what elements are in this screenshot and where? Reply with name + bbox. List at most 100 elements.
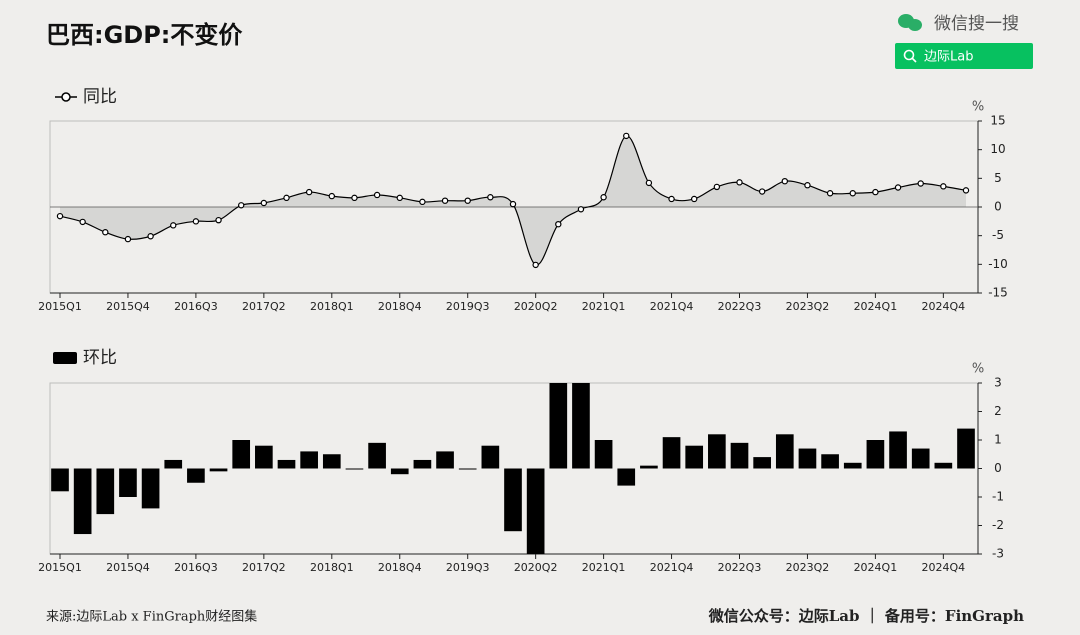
search-button[interactable]	[895, 43, 1033, 69]
bar	[821, 454, 839, 469]
bar	[458, 468, 477, 470]
point	[124, 235, 132, 243]
search-icon	[903, 49, 915, 61]
point	[79, 218, 86, 226]
source: 来源:边际Lab x FinGraph财经图集	[46, 609, 257, 625]
x-tick-label: 2020Q2	[514, 300, 558, 313]
x-tick-label: 2022Q3	[718, 561, 762, 574]
y-tick-label: -5	[992, 228, 1004, 242]
y-tick-label: -15	[988, 286, 1008, 300]
page-title: 巴西:GDP:不变价	[46, 21, 243, 49]
y-tick-label: -3	[992, 547, 1004, 561]
point	[328, 192, 335, 200]
point	[351, 194, 358, 202]
bar	[141, 468, 160, 509]
bar	[572, 383, 590, 469]
point	[147, 233, 154, 240]
bar	[685, 445, 704, 469]
point	[305, 188, 313, 196]
x-tick-label: 2021Q1	[582, 300, 626, 313]
point	[758, 188, 766, 195]
x-tick-label: 2017Q2	[242, 300, 286, 313]
x-tick-label: 2022Q3	[718, 300, 762, 313]
bar	[934, 462, 953, 469]
y-unit: %	[972, 362, 984, 377]
legend-marker	[61, 92, 71, 102]
bar	[300, 451, 318, 469]
bar	[390, 468, 409, 475]
bar	[617, 468, 636, 486]
bar	[504, 468, 522, 532]
bar	[730, 442, 749, 469]
bar	[708, 434, 726, 469]
x-tick-label: 2023Q2	[786, 561, 830, 574]
point	[237, 202, 245, 209]
y-tick-label: 0	[994, 200, 1002, 214]
x-tick-label: 2024Q4	[922, 561, 966, 574]
bar	[187, 468, 205, 483]
point	[260, 199, 268, 207]
bar	[549, 383, 568, 469]
point	[804, 182, 811, 189]
point	[170, 222, 177, 229]
x-tick-label: 2018Q4	[378, 561, 422, 574]
point	[962, 187, 970, 194]
legend-label: 环比	[83, 348, 117, 368]
x-tick-label: 2018Q1	[310, 561, 354, 574]
point	[555, 220, 562, 228]
y-tick-label: 0	[994, 461, 1002, 475]
bar	[119, 468, 137, 497]
x-tick-label: 2015Q1	[38, 561, 82, 574]
point	[691, 195, 698, 203]
point	[419, 198, 426, 206]
x-tick-label: 2024Q1	[854, 561, 898, 574]
x-tick-label: 2015Q4	[106, 300, 150, 313]
bar	[866, 440, 885, 469]
point	[102, 229, 109, 236]
y-tick-label: 3	[994, 376, 1002, 390]
search-label: 微信搜一搜	[934, 14, 1019, 34]
point	[283, 194, 290, 202]
bar	[753, 457, 771, 469]
legend-swatch	[53, 352, 77, 364]
bar	[594, 440, 613, 469]
y-tick-label: -1	[992, 490, 1004, 504]
point	[215, 216, 222, 224]
search-icon	[911, 57, 917, 63]
point	[713, 183, 721, 191]
bar	[164, 459, 183, 469]
point	[668, 195, 675, 203]
y-tick-label: -2	[992, 518, 1004, 532]
x-tick-label: 2015Q4	[106, 561, 150, 574]
point	[396, 194, 403, 202]
bar	[209, 468, 228, 472]
bar	[73, 468, 92, 535]
point	[872, 188, 879, 196]
bar	[957, 428, 975, 469]
bar	[889, 431, 907, 469]
bar	[662, 437, 681, 469]
point	[645, 179, 653, 187]
point	[849, 190, 856, 197]
x-tick-label: 2024Q1	[854, 300, 898, 313]
bar	[843, 462, 862, 469]
point	[894, 184, 902, 191]
bar	[345, 468, 364, 470]
area	[60, 135, 966, 266]
x-tick-label: 2016Q3	[174, 300, 218, 313]
x-tick-label: 2021Q1	[582, 561, 626, 574]
x-tick-label: 2016Q3	[174, 561, 218, 574]
x-tick-label: 2023Q2	[786, 300, 830, 313]
point	[600, 194, 607, 201]
y-tick-label: 5	[994, 171, 1002, 185]
bar	[277, 459, 296, 469]
bar	[51, 468, 69, 492]
bar	[322, 454, 341, 469]
search-button-label[interactable]: 边际Lab	[924, 50, 973, 65]
bar	[911, 448, 930, 469]
x-tick-label: 2024Q4	[922, 300, 966, 313]
bar	[96, 468, 115, 515]
point	[192, 218, 200, 225]
bar	[436, 451, 454, 469]
bar	[526, 468, 545, 554]
